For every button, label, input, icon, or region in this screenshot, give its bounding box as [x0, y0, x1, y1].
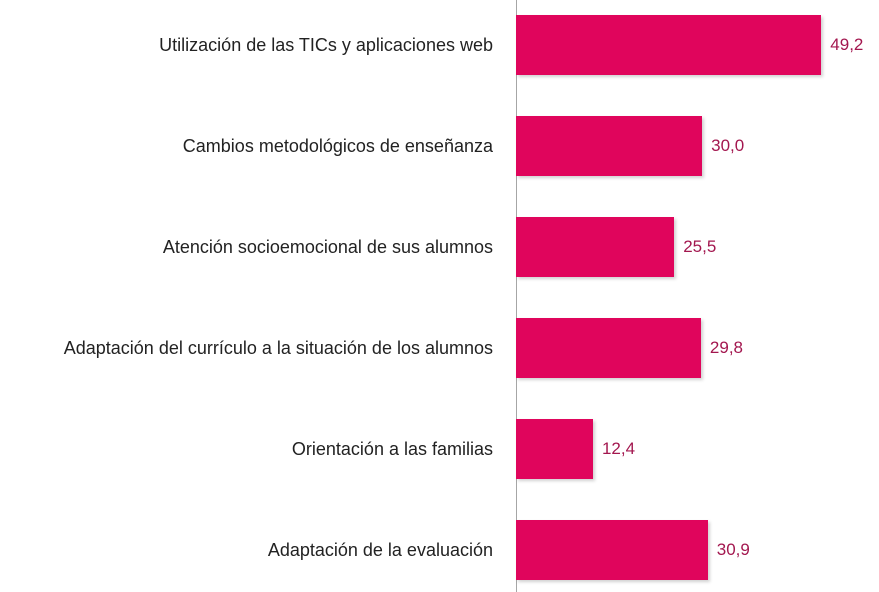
bar [516, 520, 708, 580]
category-label: Utilización de las TICs y aplicaciones w… [10, 5, 493, 85]
bar [516, 116, 703, 176]
value-label: 49,2 [830, 35, 864, 54]
value-label: 30,9 [716, 540, 750, 559]
bar [516, 318, 701, 378]
category-label: Orientación a las familias [10, 409, 493, 489]
category-text: Atención socioemocional de sus alumnos [162, 237, 493, 257]
category-text: Cambios metodológicos de enseñanza [182, 136, 493, 156]
category-text: Adaptación de la evaluación [267, 540, 493, 560]
category-label: Cambios metodológicos de enseñanza [10, 106, 493, 186]
value-label: 30,0 [711, 136, 745, 155]
category-label: Adaptación de la evaluación [10, 510, 493, 590]
value-label: 25,5 [683, 237, 717, 256]
bar [516, 419, 593, 479]
category-text: Orientación a las familias [291, 439, 493, 459]
value-label: 29,8 [709, 338, 743, 357]
axis-line [516, 0, 517, 592]
bar [516, 15, 822, 75]
value-label: 12,4 [601, 439, 636, 458]
category-label: Atención socioemocional de sus alumnos [10, 207, 493, 287]
category-label: Adaptación del currículo a la situación … [10, 308, 493, 388]
category-text: Utilización de las TICs y aplicaciones w… [159, 35, 493, 55]
category-text: Adaptación del currículo a la situación … [63, 338, 493, 358]
bar [516, 217, 675, 277]
